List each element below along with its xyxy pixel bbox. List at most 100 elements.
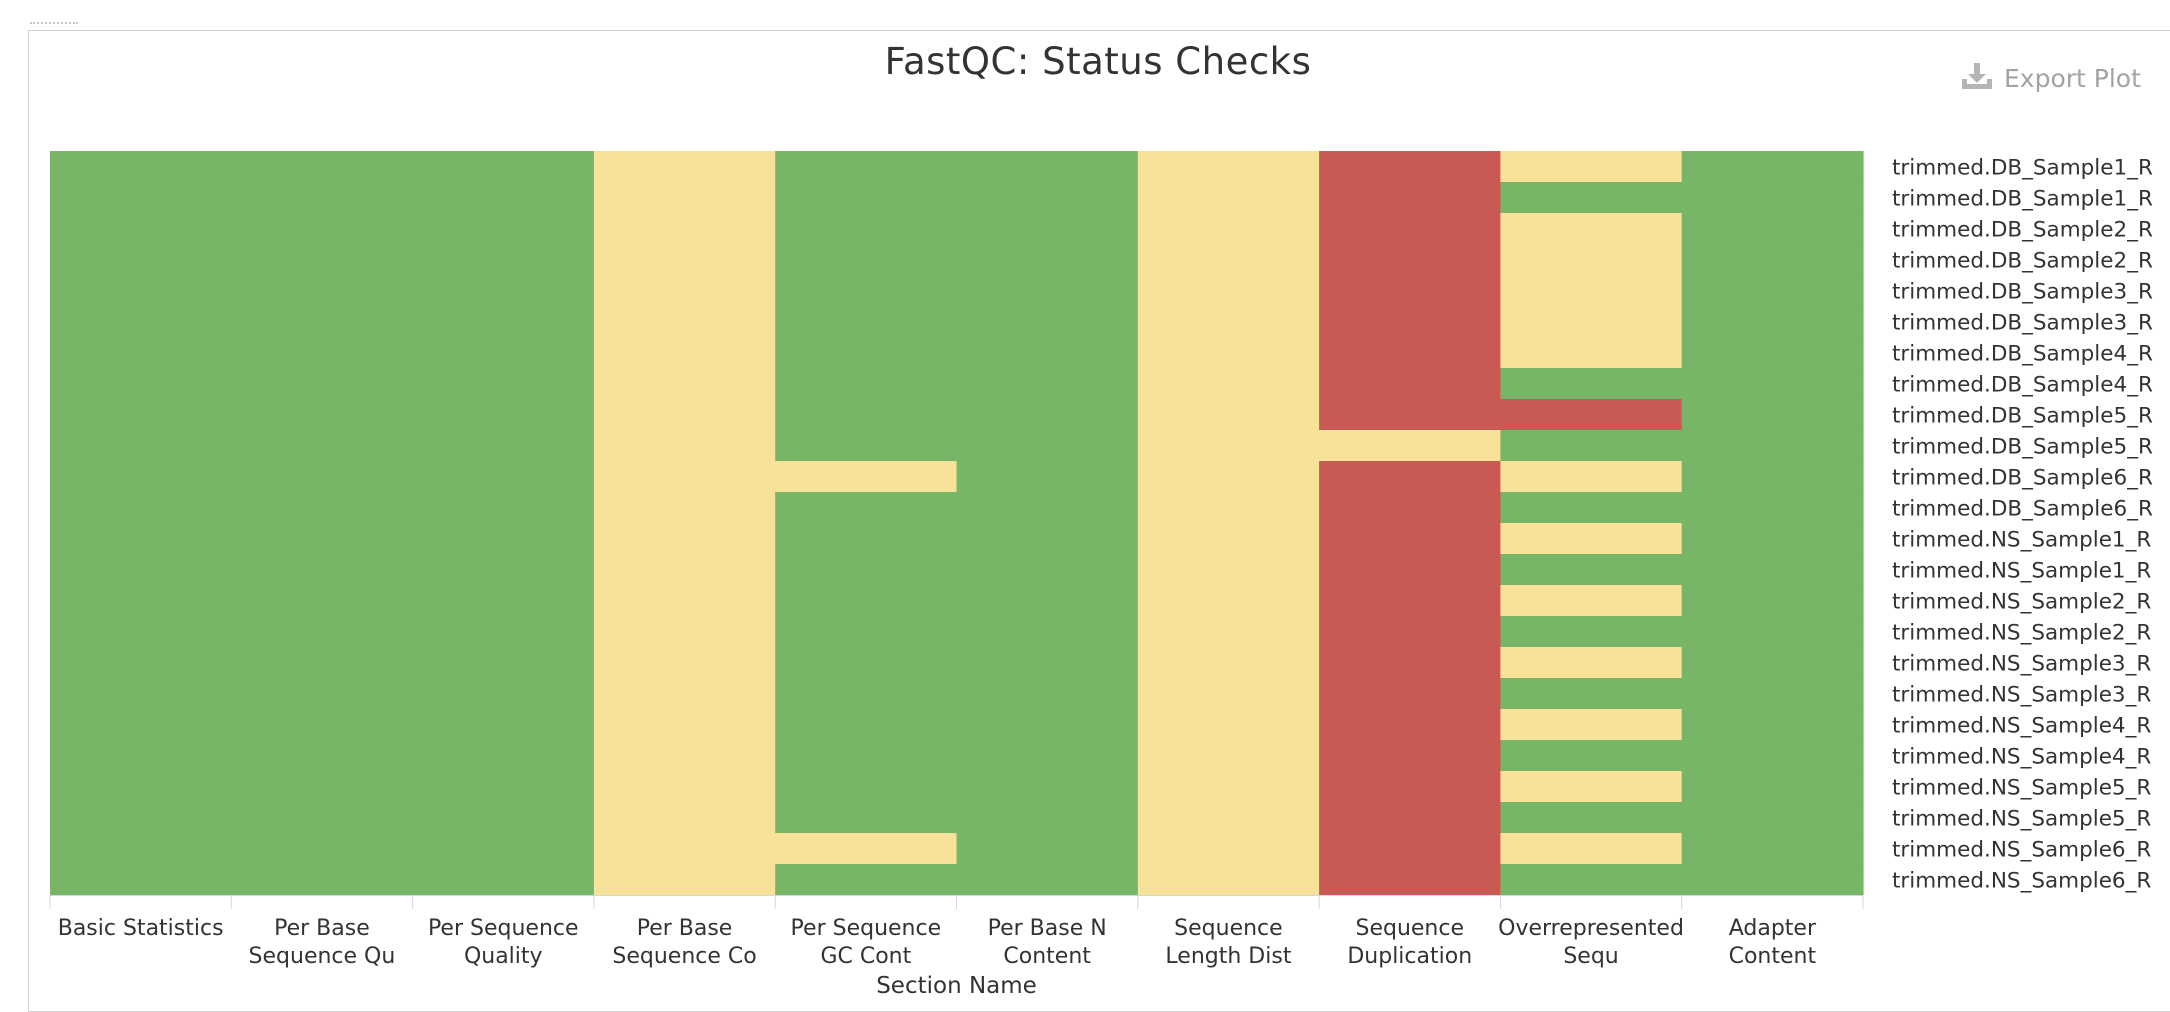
heatmap-cell[interactable] [775, 647, 958, 679]
heatmap-cell[interactable] [775, 368, 958, 400]
heatmap-cell[interactable] [50, 554, 232, 586]
heatmap-cell[interactable] [1137, 399, 1320, 431]
heatmap-cell[interactable] [775, 616, 958, 648]
heatmap-cell[interactable] [1681, 430, 1864, 462]
heatmap-cell[interactable] [956, 337, 1139, 369]
heatmap-cell[interactable] [1137, 275, 1320, 307]
heatmap-cell[interactable] [1137, 337, 1320, 369]
heatmap-cell[interactable] [593, 585, 776, 617]
heatmap-cell[interactable] [593, 399, 776, 431]
heatmap-cell[interactable] [956, 399, 1139, 431]
heatmap-cell[interactable] [231, 616, 414, 648]
heatmap-cell[interactable] [1500, 430, 1683, 462]
heatmap-cell[interactable] [775, 554, 958, 586]
heatmap-cell[interactable] [50, 523, 232, 555]
heatmap-cell[interactable] [1137, 492, 1320, 524]
heatmap-cell[interactable] [1681, 709, 1864, 741]
heatmap-cell[interactable] [50, 616, 232, 648]
heatmap-cell[interactable] [231, 399, 414, 431]
heatmap-cell[interactable] [1681, 647, 1864, 679]
heatmap-cell[interactable] [1681, 802, 1864, 834]
heatmap-cell[interactable] [412, 833, 595, 865]
heatmap-cell[interactable] [593, 306, 776, 338]
heatmap-cell[interactable] [412, 368, 595, 400]
heatmap-cell[interactable] [231, 864, 414, 896]
heatmap-cell[interactable] [775, 771, 958, 803]
heatmap-cell[interactable] [231, 833, 414, 865]
heatmap-cell[interactable] [956, 213, 1139, 245]
heatmap-cell[interactable] [775, 492, 958, 524]
heatmap-cell[interactable] [1500, 864, 1683, 896]
heatmap-cell[interactable] [50, 709, 232, 741]
heatmap-cell[interactable] [775, 740, 958, 772]
heatmap-cell[interactable] [956, 647, 1139, 679]
heatmap-cell[interactable] [775, 585, 958, 617]
heatmap-cell[interactable] [1137, 647, 1320, 679]
heatmap-cell[interactable] [50, 399, 232, 431]
heatmap-cell[interactable] [50, 213, 232, 245]
heatmap-cell[interactable] [412, 244, 595, 276]
heatmap-cell[interactable] [593, 616, 776, 648]
heatmap-cell[interactable] [1137, 678, 1320, 710]
heatmap-cell[interactable] [593, 430, 776, 462]
heatmap-cell[interactable] [1319, 802, 1501, 834]
heatmap-cell[interactable] [775, 678, 958, 710]
heatmap-cell[interactable] [1681, 492, 1864, 524]
heatmap-cell[interactable] [956, 585, 1139, 617]
heatmap-cell[interactable] [775, 213, 958, 245]
heatmap-cell[interactable] [231, 244, 414, 276]
heatmap-cell[interactable] [593, 709, 776, 741]
heatmap-cell[interactable] [1681, 213, 1864, 245]
heatmap-cell[interactable] [412, 864, 595, 896]
heatmap-cell[interactable] [956, 492, 1139, 524]
heatmap-cell[interactable] [231, 678, 414, 710]
heatmap-cell[interactable] [412, 461, 595, 493]
heatmap-cell[interactable] [1681, 740, 1864, 772]
heatmap-cell[interactable] [775, 306, 958, 338]
heatmap-cell[interactable] [1681, 399, 1864, 431]
heatmap-cell[interactable] [1137, 740, 1320, 772]
heatmap-cell[interactable] [412, 678, 595, 710]
heatmap-cell[interactable] [412, 182, 595, 214]
heatmap-cell[interactable] [593, 647, 776, 679]
heatmap-cell[interactable] [412, 771, 595, 803]
heatmap-cell[interactable] [50, 461, 232, 493]
heatmap-cell[interactable] [231, 492, 414, 524]
heatmap-cell[interactable] [593, 461, 776, 493]
heatmap-cell[interactable] [1681, 337, 1864, 369]
heatmap-cell[interactable] [1500, 709, 1683, 741]
heatmap-cell[interactable] [1319, 771, 1501, 803]
heatmap-cell[interactable] [1137, 368, 1320, 400]
heatmap-cell[interactable] [412, 275, 595, 307]
heatmap-cell[interactable] [1500, 585, 1683, 617]
heatmap-cell[interactable] [50, 678, 232, 710]
heatmap-cell[interactable] [956, 554, 1139, 586]
heatmap-cell[interactable] [593, 337, 776, 369]
heatmap-cell[interactable] [1137, 585, 1320, 617]
heatmap-cell[interactable] [50, 306, 232, 338]
heatmap-cell[interactable] [231, 461, 414, 493]
heatmap-cell[interactable] [956, 244, 1139, 276]
heatmap-cell[interactable] [593, 213, 776, 245]
heatmap-cell[interactable] [412, 616, 595, 648]
heatmap-cell[interactable] [231, 337, 414, 369]
heatmap-cell[interactable] [50, 740, 232, 772]
heatmap-cell[interactable] [593, 678, 776, 710]
heatmap-cell[interactable] [593, 182, 776, 214]
heatmap-cell[interactable] [412, 740, 595, 772]
heatmap-cell[interactable] [412, 213, 595, 245]
heatmap-cell[interactable] [1681, 771, 1864, 803]
heatmap-cell[interactable] [1500, 182, 1683, 214]
heatmap-cell[interactable] [412, 306, 595, 338]
heatmap-cell[interactable] [1319, 399, 1501, 431]
heatmap-cell[interactable] [1500, 399, 1683, 431]
heatmap-cell[interactable] [1500, 802, 1683, 834]
heatmap-cell[interactable] [50, 864, 232, 896]
heatmap-cell[interactable] [775, 399, 958, 431]
heatmap-cell[interactable] [1319, 368, 1501, 400]
heatmap-cell[interactable] [775, 337, 958, 369]
heatmap-cell[interactable] [412, 585, 595, 617]
heatmap-cell[interactable] [593, 554, 776, 586]
heatmap-cell[interactable] [1319, 461, 1501, 493]
heatmap-cell[interactable] [50, 430, 232, 462]
